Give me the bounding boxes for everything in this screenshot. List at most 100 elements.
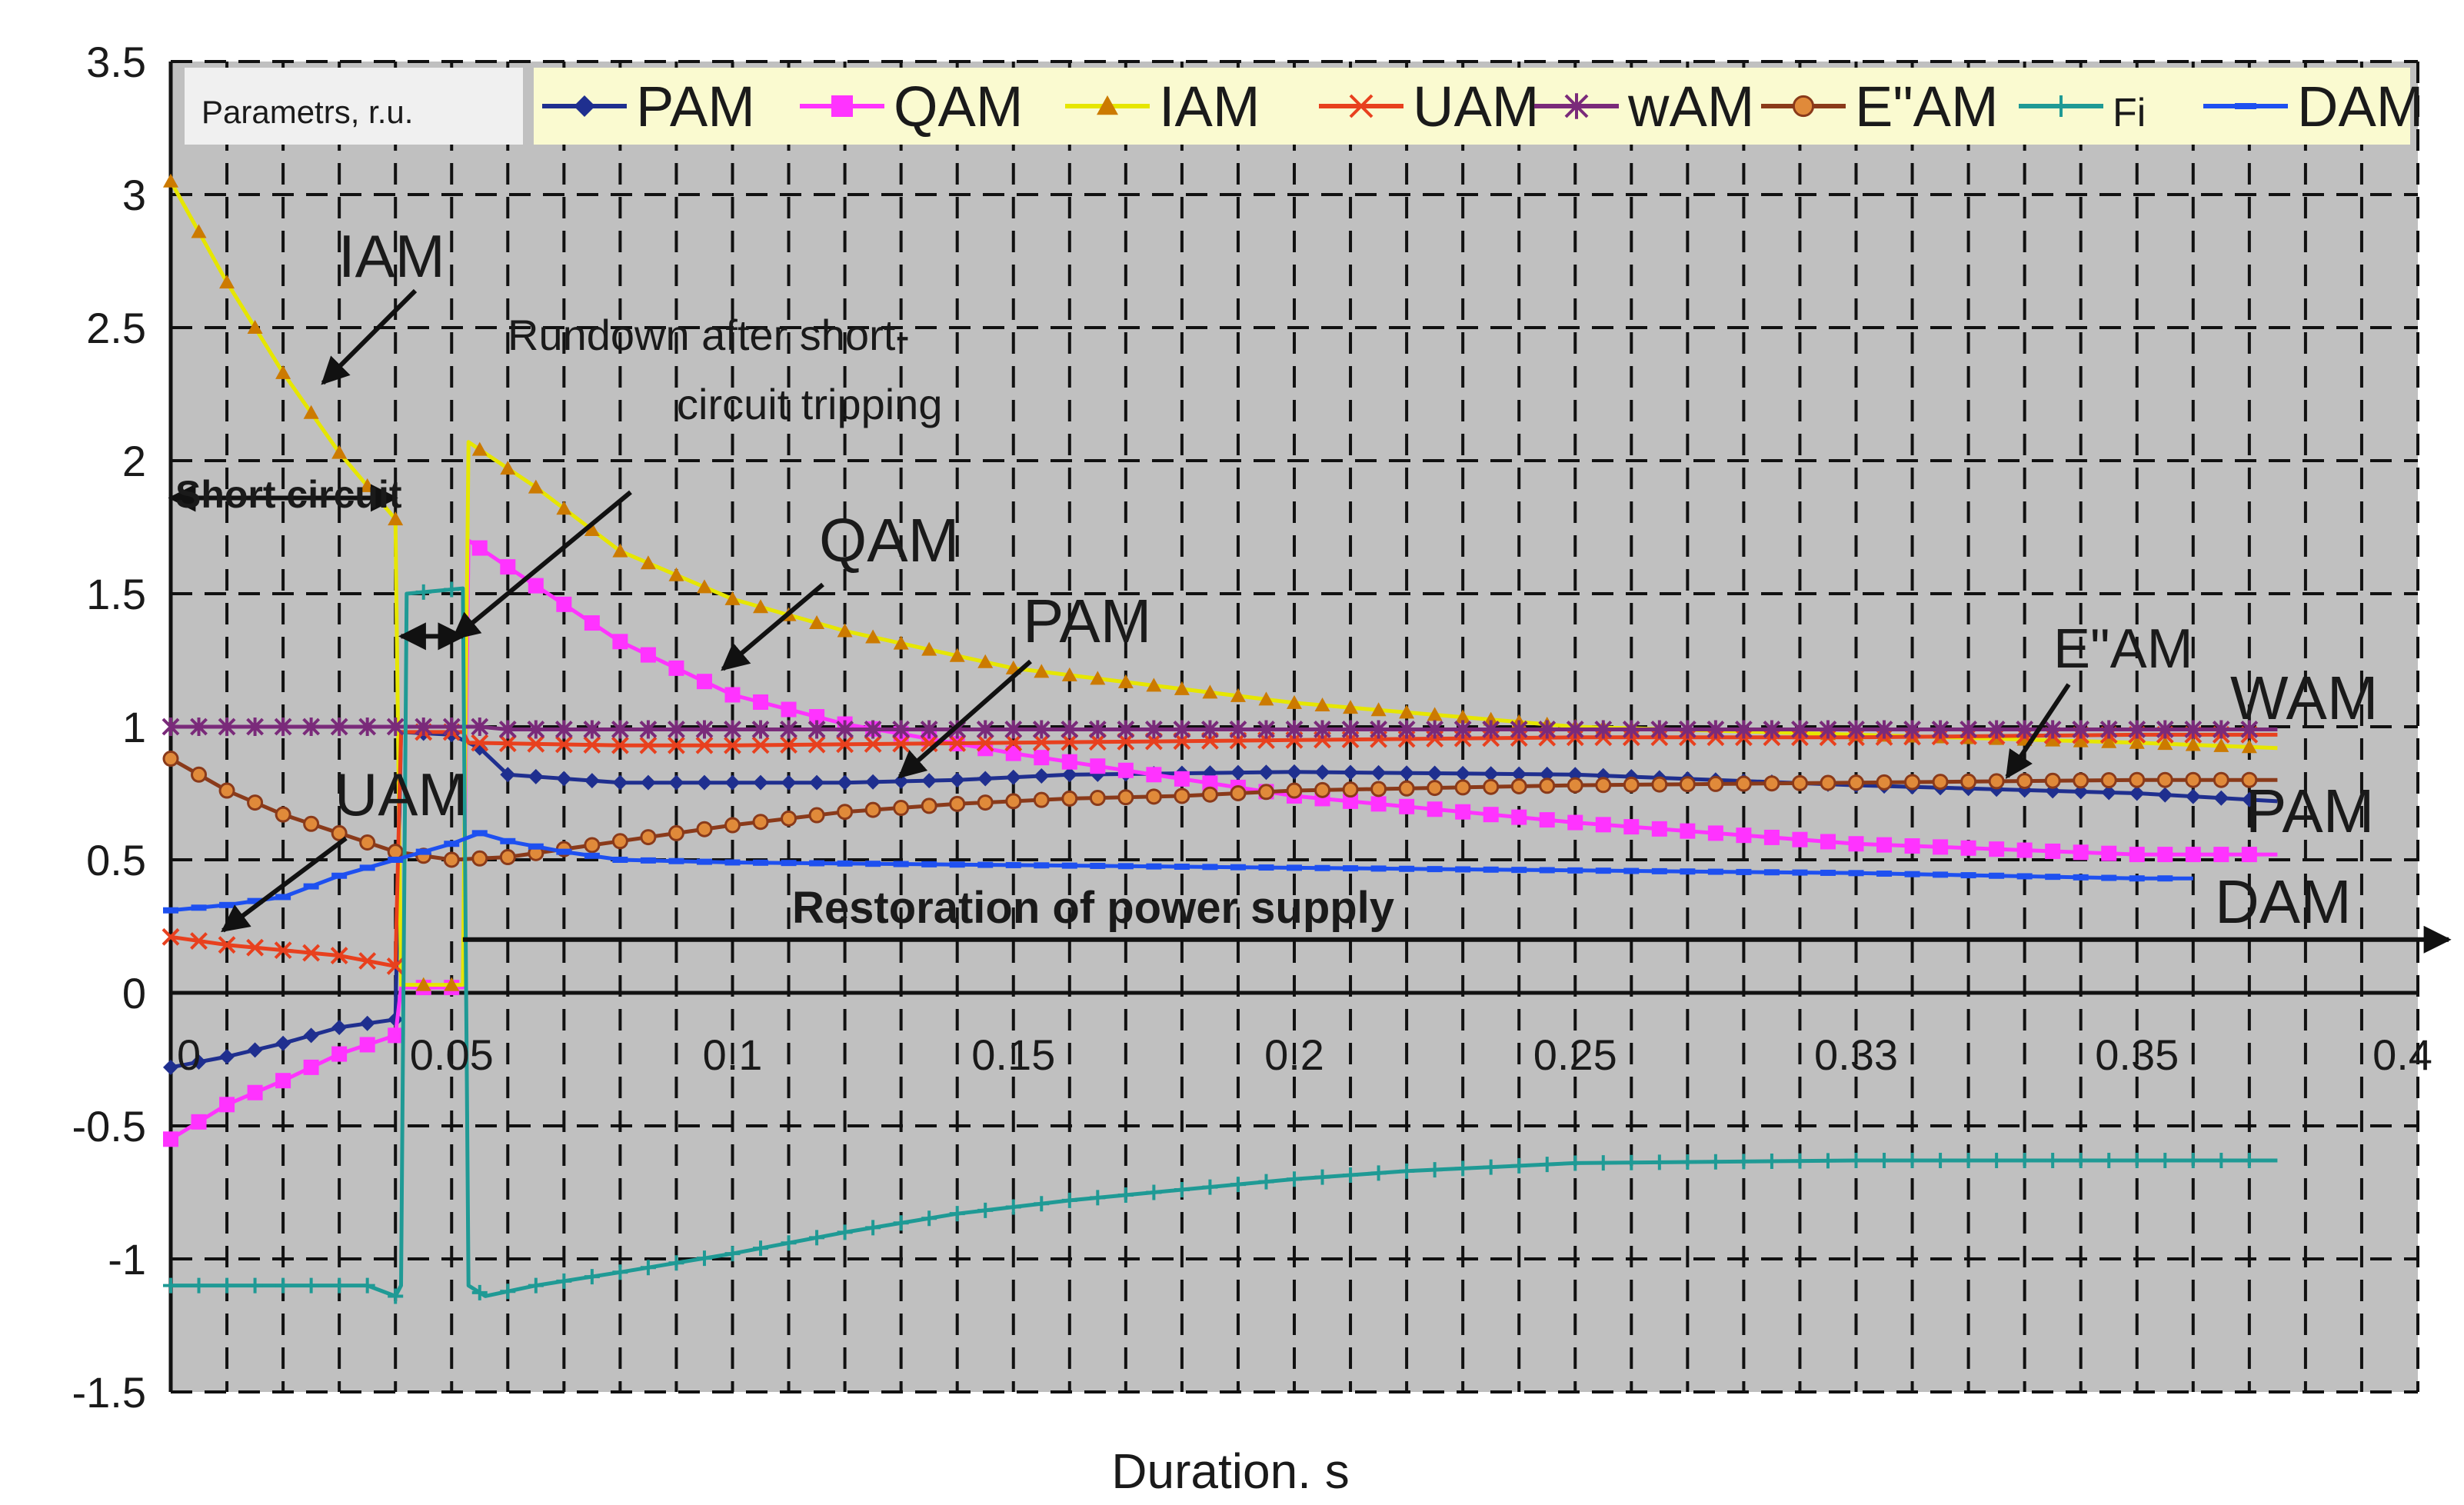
data-point: [1090, 862, 1106, 869]
data-point: [976, 734, 994, 752]
data-point: [668, 774, 684, 791]
data-point: [247, 794, 264, 811]
data-point: [977, 1202, 994, 1218]
data-point: [1034, 750, 1050, 766]
data-point: [359, 1037, 375, 1053]
data-point: [753, 599, 769, 614]
data-point: [1651, 776, 1668, 793]
data-point: [1174, 1182, 1190, 1198]
data-point: [921, 1210, 937, 1227]
data-point: [1567, 1155, 1583, 1171]
data-point: [443, 851, 460, 868]
data-point: [2235, 103, 2256, 109]
data-point: [556, 596, 572, 612]
data-point: [444, 841, 460, 847]
data-point: [1146, 863, 1162, 870]
data-point: [191, 1054, 207, 1070]
series-qam: [163, 538, 2278, 1147]
data-point: [1875, 720, 1893, 739]
data-point: [1820, 774, 1836, 791]
data-point: [837, 860, 853, 867]
data-point: [695, 720, 714, 739]
data-point: [161, 718, 180, 736]
data-point: [1989, 1152, 2005, 1168]
data-point: [724, 774, 741, 791]
data-point: [163, 907, 178, 914]
x-tick-label: 0.15: [971, 1031, 1055, 1079]
annotation-arrow: [321, 288, 418, 385]
data-point: [2101, 1152, 2117, 1168]
data-point: [751, 736, 770, 754]
legend-item: QAM: [800, 75, 1024, 138]
data-point: [1455, 804, 1471, 820]
data-point: [2213, 847, 2229, 863]
data-point: [1989, 872, 2005, 879]
data-point: [1034, 1196, 1050, 1212]
data-point: [1202, 684, 1218, 699]
data-point: [2157, 736, 2173, 751]
data-point: [1005, 745, 1021, 761]
data-point: [2129, 734, 2145, 749]
data-point: [330, 718, 348, 736]
y-tick-label: 1: [122, 703, 146, 751]
data-point: [1454, 779, 1471, 796]
data-point: [639, 720, 658, 739]
data-point: [219, 275, 235, 289]
data-point: [358, 952, 377, 970]
data-point: [246, 718, 264, 736]
data-point: [554, 720, 573, 739]
data-point: [1933, 871, 1949, 878]
data-point: [2241, 791, 2257, 807]
data-point: [2045, 874, 2061, 881]
data-point: [303, 815, 320, 832]
data-point: [1595, 1155, 1611, 1171]
data-point: [781, 774, 797, 791]
data-point: [1145, 788, 1162, 805]
data-point: [1117, 789, 1134, 806]
data-point: [640, 1260, 656, 1276]
data-point: [1370, 720, 1387, 739]
data-point: [247, 897, 263, 904]
data-point: [471, 1284, 488, 1300]
data-point: [1763, 829, 1780, 845]
data-point: [1707, 775, 1724, 792]
annotation-arrow: [721, 582, 824, 671]
data-point: [1061, 862, 1077, 869]
data-point: [1342, 781, 1359, 798]
data-point: [780, 736, 797, 754]
data-point: [1343, 1167, 1359, 1184]
data-point: [247, 1277, 263, 1294]
data-point: [1566, 720, 1584, 739]
data-point: [1061, 720, 1079, 739]
data-point: [2073, 874, 2089, 881]
annotation-arrow: [221, 836, 348, 933]
legend-label: Fi: [2113, 91, 2146, 135]
data-point: [2157, 847, 2173, 863]
data-point: [1004, 734, 1023, 752]
data-point: [247, 1084, 263, 1100]
data-point: [1483, 711, 1499, 726]
data-point: [1960, 1152, 1976, 1168]
data-point: [1455, 709, 1471, 724]
data-point: [865, 774, 881, 790]
data-point: [1258, 764, 1274, 781]
data-point: [1707, 1154, 1723, 1170]
data-point: [1341, 720, 1360, 739]
data-point: [1763, 720, 1781, 739]
legend-item: UAM: [1319, 75, 1539, 138]
data-point: [809, 774, 825, 791]
data-point: [303, 1027, 319, 1044]
data-point: [499, 849, 516, 866]
data-point: [1455, 765, 1471, 781]
data-point: [2129, 1152, 2145, 1168]
data-point: [1314, 697, 1330, 711]
data-point: [1792, 869, 1808, 876]
data-point: [274, 941, 292, 960]
data-point: [1005, 1199, 1021, 1215]
data-point: [584, 1269, 600, 1285]
data-point: [303, 1059, 319, 1075]
legend-item: Fi: [2019, 91, 2146, 135]
data-point: [1734, 720, 1753, 739]
data-point: [1933, 1152, 1949, 1168]
data-point: [1174, 771, 1190, 787]
